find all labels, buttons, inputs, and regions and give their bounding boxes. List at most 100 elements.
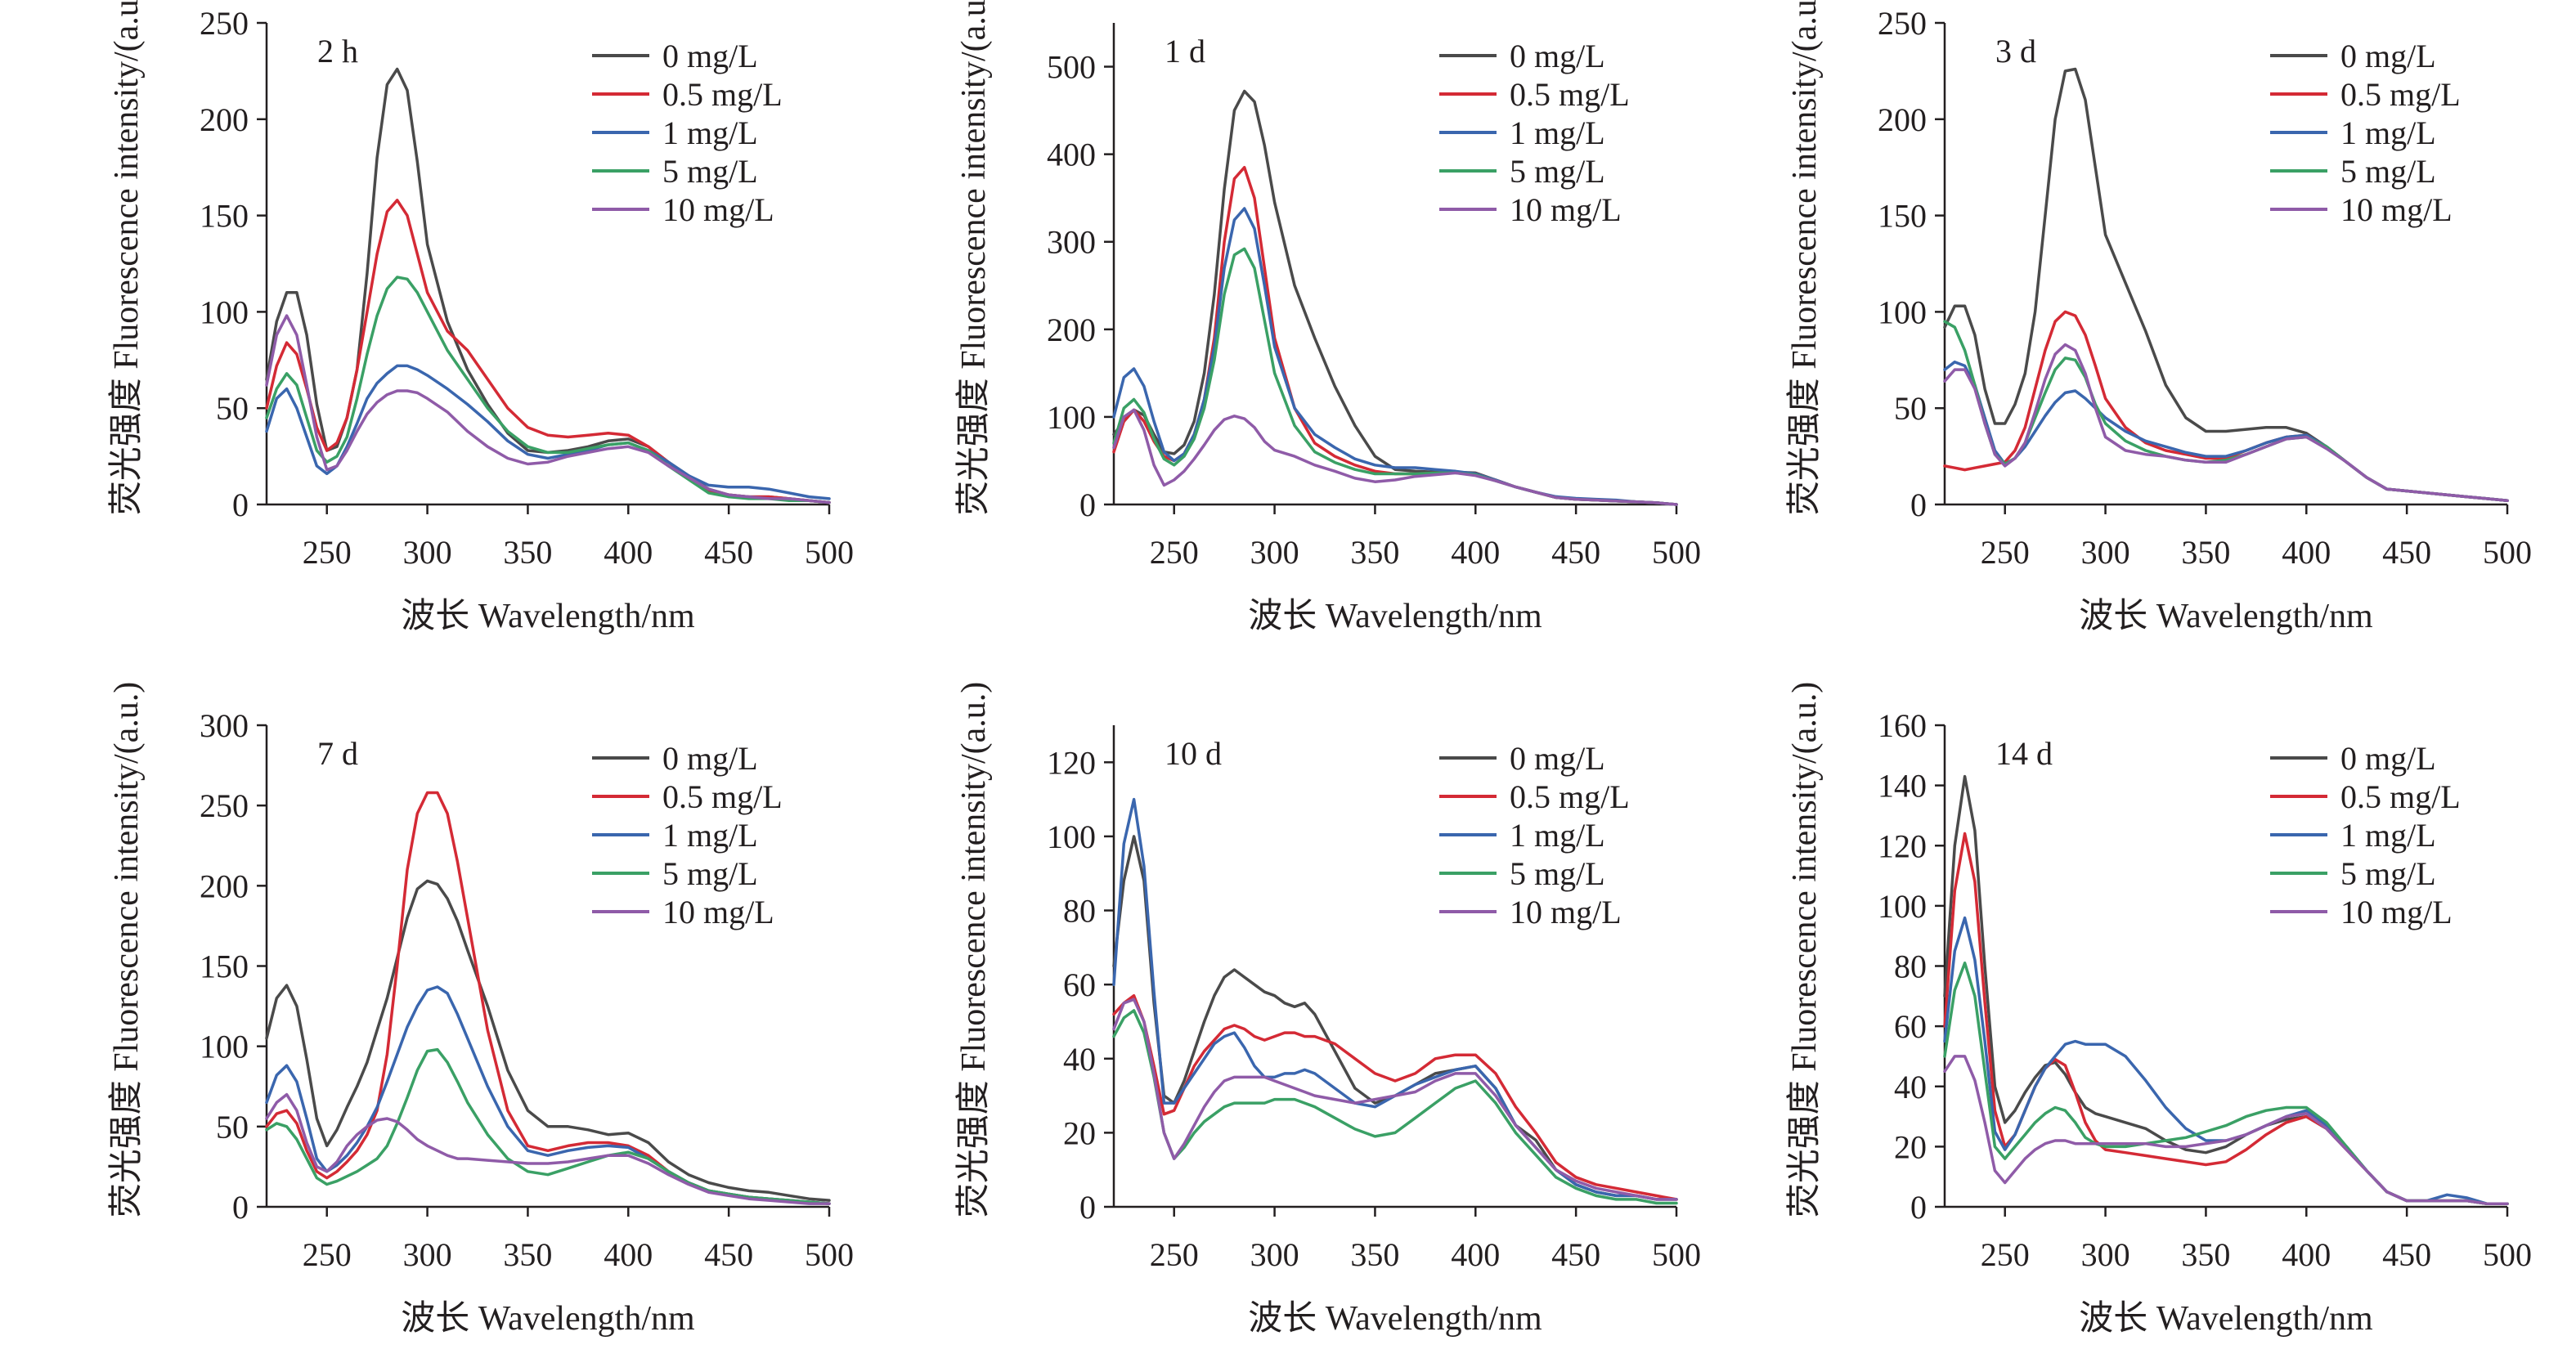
x-tick-label: 350: [1350, 1236, 1399, 1273]
legend-entry: 5 mg/L: [1510, 153, 1605, 190]
x-tick-label: 350: [503, 1236, 552, 1273]
x-tick-label: 450: [704, 534, 753, 571]
series-line-3: [1112, 207, 1678, 506]
y-axis-title: 荧光强度 Fluorescence intensity/(a.u.): [1786, 0, 1824, 515]
series-line-3: [265, 364, 831, 500]
legend-entry: 0.5 mg/L: [662, 76, 783, 113]
y-tick-label: 100: [1878, 888, 1927, 925]
x-tick-label: 250: [303, 534, 352, 571]
y-axis-title: 荧光强度 Fluorescence intensity/(a.u.): [955, 0, 993, 515]
x-tick-label: 400: [2282, 1236, 2331, 1273]
y-tick-label: 250: [200, 5, 249, 42]
y-tick-label: 200: [200, 101, 249, 138]
y-tick-label: 200: [1878, 101, 1927, 138]
y-tick-label: 120: [1047, 744, 1096, 781]
legend-entry: 0 mg/L: [1510, 740, 1605, 777]
legend-entry: 10 mg/L: [662, 894, 774, 930]
y-tick-label: 40: [1063, 1041, 1096, 1078]
legend-entry: 0.5 mg/L: [1510, 778, 1630, 815]
legend-entry: 10 mg/L: [662, 191, 774, 228]
y-tick-label: 20: [1894, 1128, 1927, 1165]
y-tick-label: 300: [200, 707, 249, 744]
x-axis-title: 波长 Wavelength/nm: [401, 1300, 695, 1338]
legend-entry: 0.5 mg/L: [662, 778, 783, 815]
legend-entry: 1 mg/L: [2340, 114, 2436, 151]
panel-label: 1 d: [1165, 33, 1205, 69]
y-tick-label: 50: [1894, 390, 1927, 427]
series-line-3: [265, 985, 831, 1205]
y-tick-label: 0: [232, 1189, 249, 1226]
x-tick-label: 450: [1551, 1236, 1600, 1273]
legend-entry: 10 mg/L: [2340, 191, 2453, 228]
x-axis-title: 波长 Wavelength/nm: [1248, 1300, 1542, 1338]
legend-entry: 1 mg/L: [2340, 817, 2436, 854]
y-tick-label: 100: [1047, 818, 1096, 855]
x-tick-label: 400: [1451, 1236, 1500, 1273]
legend-entry: 0 mg/L: [2340, 38, 2436, 74]
y-tick-label: 80: [1063, 893, 1096, 930]
x-tick-label: 400: [604, 1236, 653, 1273]
y-tick-label: 0: [232, 486, 249, 523]
y-tick-label: 500: [1047, 49, 1096, 86]
x-tick-label: 300: [1250, 534, 1299, 571]
series-line-5: [265, 314, 831, 504]
x-tick-label: 250: [1150, 1236, 1199, 1273]
series-line-5: [1112, 408, 1678, 506]
y-tick-label: 120: [1878, 827, 1927, 864]
x-tick-label: 350: [2181, 1236, 2230, 1273]
x-tick-label: 500: [805, 1236, 854, 1273]
y-tick-label: 100: [1047, 399, 1096, 436]
x-tick-label: 450: [1551, 534, 1600, 571]
legend-entry: 0 mg/L: [662, 38, 758, 74]
x-tick-label: 300: [2081, 1236, 2130, 1273]
panel-label: 3 d: [1995, 33, 2036, 69]
x-tick-label: 250: [1150, 534, 1199, 571]
y-tick-label: 200: [200, 868, 249, 904]
y-tick-label: 60: [1894, 1008, 1927, 1045]
y-axis-title: 荧光强度 Fluorescence intensity/(a.u.): [108, 0, 146, 515]
x-tick-label: 250: [1981, 534, 2030, 571]
x-tick-label: 500: [805, 534, 854, 571]
y-tick-label: 80: [1894, 948, 1927, 985]
y-tick-label: 150: [1878, 198, 1927, 235]
legend-entry: 0 mg/L: [1510, 38, 1605, 74]
y-tick-label: 200: [1047, 312, 1096, 348]
x-tick-label: 400: [604, 534, 653, 571]
chart-panel-5: 0 20 40 60 80 100 120 250 300 350 400 450 500 波长 Wave…: [955, 682, 1701, 1338]
y-tick-label: 0: [1910, 486, 1927, 523]
legend-entry: 5 mg/L: [662, 855, 758, 892]
y-tick-label: 140: [1878, 768, 1927, 805]
x-tick-label: 250: [1981, 1236, 2030, 1273]
legend-entry: 1 mg/L: [662, 817, 758, 854]
x-tick-label: 300: [403, 1236, 452, 1273]
y-tick-label: 0: [1079, 1189, 1096, 1226]
legend-entry: 5 mg/L: [2340, 153, 2436, 190]
series-line-5: [1943, 343, 2509, 503]
x-tick-label: 500: [1652, 1236, 1701, 1273]
legend-entry: 10 mg/L: [1510, 894, 1622, 930]
legend-entry: 0.5 mg/L: [2340, 76, 2461, 113]
y-tick-label: 50: [216, 390, 249, 427]
x-tick-label: 450: [704, 1236, 753, 1273]
series-line-4: [265, 1047, 831, 1205]
series-line-4: [265, 276, 831, 504]
y-axis-title: 荧光强度 Fluorescence intensity/(a.u.): [955, 682, 993, 1218]
legend-entry: 0.5 mg/L: [2340, 778, 2461, 815]
x-tick-label: 300: [1250, 1236, 1299, 1273]
y-tick-label: 160: [1878, 707, 1927, 744]
x-tick-label: 300: [403, 534, 452, 571]
y-axis-title: 荧光强度 Fluorescence intensity/(a.u.): [108, 682, 146, 1218]
y-tick-label: 150: [200, 948, 249, 985]
y-tick-label: 50: [216, 1109, 249, 1145]
legend-entry: 10 mg/L: [2340, 894, 2453, 930]
y-tick-label: 100: [200, 1029, 249, 1065]
panel-label: 10 d: [1165, 735, 1222, 772]
legend-entry: 0 mg/L: [2340, 740, 2436, 777]
x-tick-label: 450: [2382, 534, 2431, 571]
x-tick-label: 350: [503, 534, 552, 571]
x-tick-label: 350: [1350, 534, 1399, 571]
panel-label: 2 h: [317, 33, 358, 69]
legend-entry: 10 mg/L: [1510, 191, 1622, 228]
x-tick-label: 400: [2282, 534, 2331, 571]
